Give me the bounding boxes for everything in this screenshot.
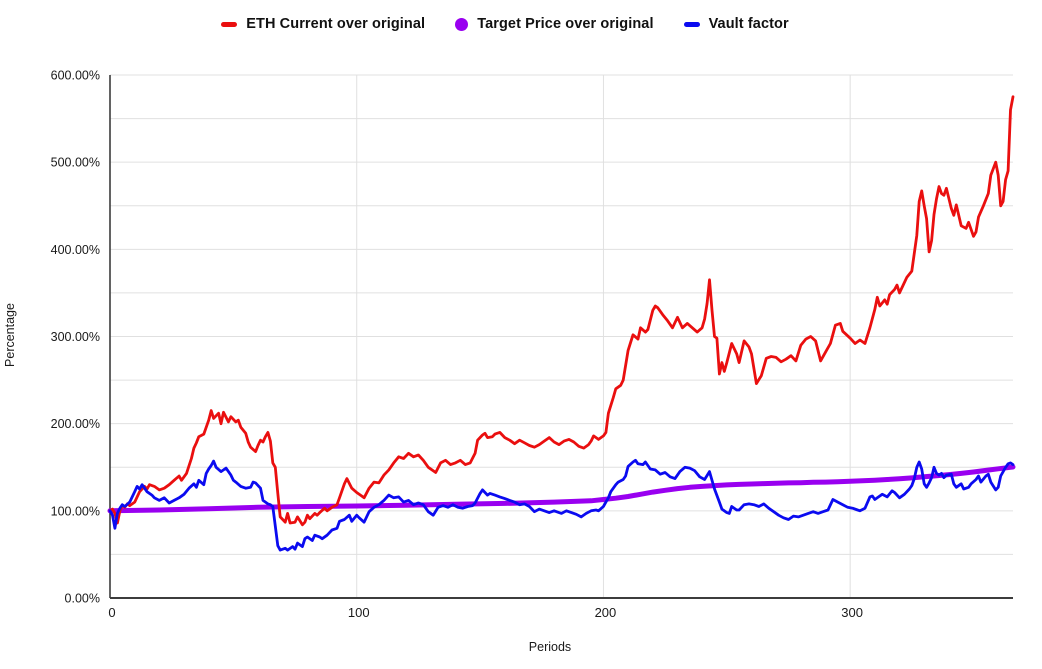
legend-dash-icon-vault-factor [683,21,700,27]
legend-item-target-price: Target Price over original [455,16,653,32]
series-line-target-price[interactable] [107,464,1016,514]
y-tick-label: 0.00% [65,592,100,606]
legend-circle-icon-target-price [455,17,469,31]
legend-item-eth-current: ETH Current over original [221,16,425,32]
legend-label-eth-current: ETH Current over original [246,16,426,32]
x-tick-label: 0 [108,605,115,620]
y-axis-title: Percentage [3,303,17,367]
legend-label-target-price: Target Price over original [477,16,654,32]
y-tick-label: 100.00% [51,504,100,518]
legend-dash-icon-eth-current [221,21,238,27]
legend-label-vault-factor: Vault factor [708,16,789,32]
y-tick-label: 500.00% [51,156,100,170]
y-tick-label: 600.00% [51,69,100,83]
series-line-eth-current[interactable] [108,95,1015,527]
x-tick-label: 200 [595,605,617,620]
series-line-vault-factor[interactable] [108,458,1015,552]
chart-legend: ETH Current over original Target Price o… [0,16,1010,32]
x-tick-label: 300 [841,605,863,620]
legend-item-vault-factor: Vault factor [683,16,789,32]
y-tick-label: 400.00% [51,243,100,257]
y-tick-label: 200.00% [51,417,100,431]
x-axis-title: Periods [528,640,572,654]
x-tick-label: 100 [348,605,370,620]
y-tick-label: 300.00% [51,330,100,344]
